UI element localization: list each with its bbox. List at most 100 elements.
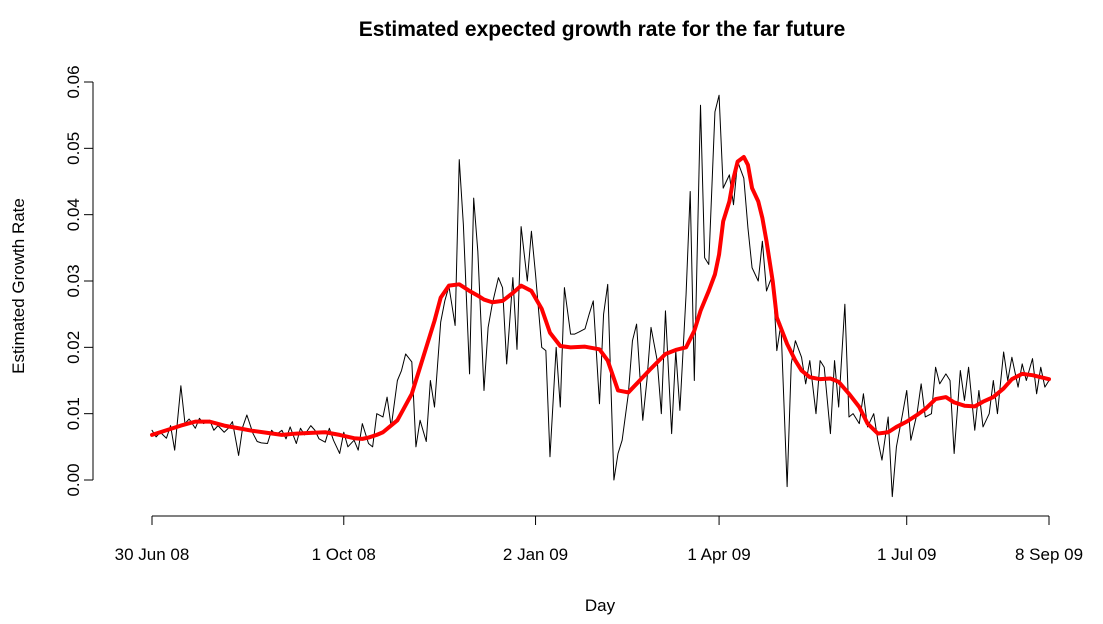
data-point bbox=[483, 299, 484, 300]
data-point bbox=[613, 479, 614, 480]
data-point bbox=[401, 370, 402, 371]
data-point bbox=[766, 241, 767, 242]
data-point bbox=[353, 438, 354, 439]
x-tick-label: 30 Jun 08 bbox=[115, 545, 190, 564]
data-point bbox=[195, 428, 196, 429]
data-point bbox=[968, 367, 969, 368]
data-point bbox=[873, 413, 874, 414]
data-point bbox=[700, 310, 701, 311]
data-point bbox=[622, 440, 623, 441]
data-point bbox=[195, 421, 196, 422]
data-point bbox=[156, 436, 157, 437]
series-layer bbox=[150, 94, 1051, 498]
x-axis-label: Day bbox=[585, 596, 616, 615]
data-point bbox=[935, 398, 936, 399]
data-point bbox=[281, 434, 282, 435]
data-point bbox=[954, 402, 955, 403]
data-point bbox=[285, 438, 286, 439]
data-point bbox=[729, 201, 730, 202]
data-point bbox=[570, 333, 571, 334]
data-point bbox=[896, 426, 897, 427]
data-point bbox=[848, 416, 849, 417]
data-point bbox=[925, 416, 926, 417]
data-point bbox=[521, 226, 522, 227]
data-point bbox=[665, 310, 666, 311]
data-point bbox=[1022, 373, 1023, 374]
data-point bbox=[512, 292, 513, 293]
data-point bbox=[993, 380, 994, 381]
data-point bbox=[906, 390, 907, 391]
data-point bbox=[939, 383, 940, 384]
data-point bbox=[636, 324, 637, 325]
data-point bbox=[541, 308, 542, 309]
data-point bbox=[382, 416, 383, 417]
data-point bbox=[477, 251, 478, 252]
data-point bbox=[714, 274, 715, 275]
data-point bbox=[859, 423, 860, 424]
data-point bbox=[881, 460, 882, 461]
data-point bbox=[415, 446, 416, 447]
data-point bbox=[708, 264, 709, 265]
data-point bbox=[982, 426, 983, 427]
data-point bbox=[949, 380, 950, 381]
data-point bbox=[419, 367, 420, 368]
data-point bbox=[314, 430, 315, 431]
data-point bbox=[679, 410, 680, 411]
data-point bbox=[498, 277, 499, 278]
data-point bbox=[650, 327, 651, 328]
data-point bbox=[535, 274, 536, 275]
data-point bbox=[570, 347, 571, 348]
data-point bbox=[368, 437, 369, 438]
data-point bbox=[339, 453, 340, 454]
data-point bbox=[795, 360, 796, 361]
data-point bbox=[477, 295, 478, 296]
data-point bbox=[261, 442, 262, 443]
data-point bbox=[281, 430, 282, 431]
data-point bbox=[333, 440, 334, 441]
data-point bbox=[723, 221, 724, 222]
x-tick-label: 1 Apr 09 bbox=[687, 545, 750, 564]
data-point bbox=[531, 290, 532, 291]
data-point bbox=[820, 360, 821, 361]
data-point bbox=[325, 442, 326, 443]
data-point bbox=[661, 413, 662, 414]
data-point bbox=[252, 430, 253, 431]
data-point bbox=[743, 156, 744, 157]
data-point bbox=[1011, 379, 1012, 380]
data-point bbox=[329, 428, 330, 429]
data-point bbox=[607, 360, 608, 361]
data-point bbox=[411, 393, 412, 394]
data-point bbox=[1036, 393, 1037, 394]
data-point bbox=[296, 433, 297, 434]
data-point bbox=[844, 304, 845, 305]
data-point bbox=[892, 496, 893, 497]
data-point bbox=[397, 420, 398, 421]
data-point bbox=[877, 440, 878, 441]
data-point bbox=[974, 430, 975, 431]
data-point bbox=[791, 363, 792, 364]
data-point bbox=[776, 350, 777, 351]
data-point bbox=[964, 400, 965, 401]
data-point bbox=[751, 188, 752, 189]
data-point bbox=[708, 290, 709, 291]
data-point bbox=[642, 420, 643, 421]
data-point bbox=[859, 406, 860, 407]
x-tick-label: 2 Jan 09 bbox=[503, 545, 568, 564]
data-point bbox=[512, 277, 513, 278]
data-point bbox=[224, 432, 225, 433]
data-point bbox=[593, 300, 594, 301]
y-tick-label: 0.06 bbox=[64, 65, 83, 98]
y-tick-label: 0.04 bbox=[64, 198, 83, 231]
data-point bbox=[362, 438, 363, 439]
data-point bbox=[853, 413, 854, 414]
data-point bbox=[368, 443, 369, 444]
data-point bbox=[747, 164, 748, 165]
data-point bbox=[896, 446, 897, 447]
data-point bbox=[714, 111, 715, 112]
data-point bbox=[473, 197, 474, 198]
data-point bbox=[820, 379, 821, 380]
data-point bbox=[405, 353, 406, 354]
data-point bbox=[151, 430, 152, 431]
data-point bbox=[607, 284, 608, 285]
data-point bbox=[516, 349, 517, 350]
